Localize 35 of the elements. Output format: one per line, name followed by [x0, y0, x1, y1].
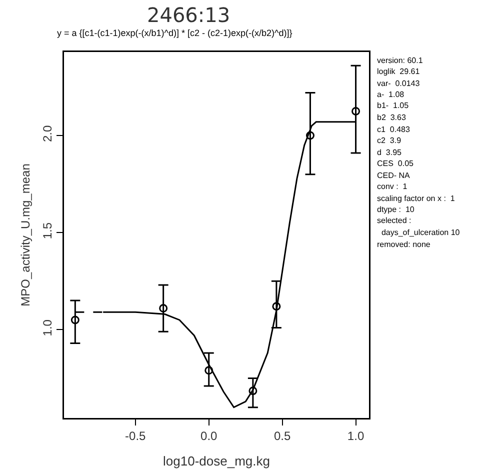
text: selected :	[377, 216, 412, 225]
text: conv : 1	[377, 182, 408, 191]
text: version: 60.1	[377, 56, 424, 65]
text: removed: none	[377, 240, 431, 249]
text: c2 3.9	[377, 136, 402, 145]
text: loglik 29.61	[377, 67, 420, 76]
chart-subtitle: y = a {[c1-(c1-1)exp(-(x/b1)^d)] * [c2 - (c2-1)exp(-(x/b2)^d)]}	[57, 28, 292, 38]
text: scaling factor on x : 1	[377, 194, 456, 203]
text: a- 1.08	[377, 90, 405, 99]
y-tick-label: 1.5	[40, 222, 55, 240]
x-axis-title: log10-dose_mg.kg	[163, 453, 270, 468]
text: days_of_ulceration 10	[377, 228, 460, 237]
text: dtype : 10	[377, 205, 415, 214]
point	[306, 131, 314, 140]
x-tick-label: 0.0	[200, 428, 218, 443]
text: d 3.95	[377, 148, 402, 157]
x-tick-label: 0.5	[274, 428, 291, 443]
text: CES 0.05	[377, 159, 414, 168]
point	[70, 316, 80, 324]
text: b2 3.63	[377, 113, 406, 122]
text: b1- 1.05	[377, 101, 410, 110]
point	[272, 302, 281, 311]
point	[352, 106, 360, 116]
text: CED- NA	[377, 171, 411, 180]
y-tick-label: 2.0	[40, 125, 55, 142]
text: c1 0.483	[377, 125, 410, 134]
text: var- 0.0143	[377, 79, 420, 88]
x-tick-label: -0.5	[125, 428, 146, 443]
y-axis-title: MPO_activity_U.mg_mean	[18, 164, 32, 306]
point	[204, 366, 214, 375]
x-tick-label: 1.0	[347, 428, 364, 443]
y-tick-label: 1.0	[40, 319, 55, 336]
point	[248, 386, 258, 396]
point	[159, 304, 168, 313]
chart-title: 2466:13	[147, 3, 230, 27]
